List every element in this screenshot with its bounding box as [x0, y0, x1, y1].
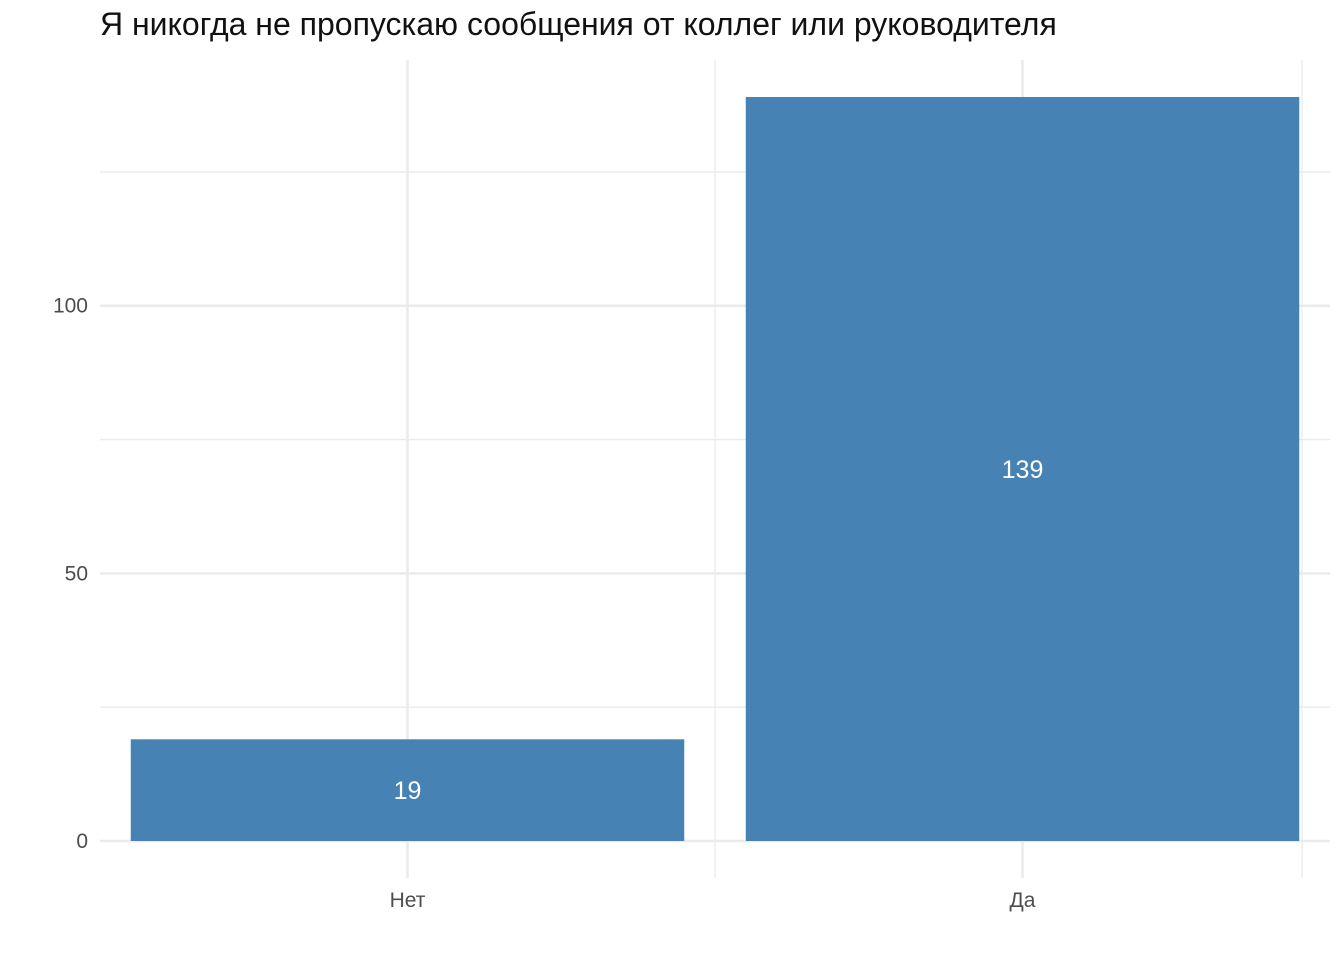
bar-value-label: 19 [394, 777, 422, 805]
y-tick-label: 0 [76, 830, 88, 853]
chart-title: Я никогда не пропускаю сообщения от колл… [100, 6, 1057, 42]
bar [130, 739, 685, 841]
x-tick-label: Да [1010, 889, 1036, 912]
labels: 0 50 100 Нет Да 19 139 [53, 295, 1043, 912]
x-tick-label: Нет [390, 889, 426, 912]
bar-value-label: 139 [1002, 456, 1044, 484]
y-tick-label: 50 [65, 562, 88, 585]
y-tick-label: 100 [53, 295, 88, 318]
bar [745, 97, 1300, 841]
bars [130, 97, 1300, 841]
